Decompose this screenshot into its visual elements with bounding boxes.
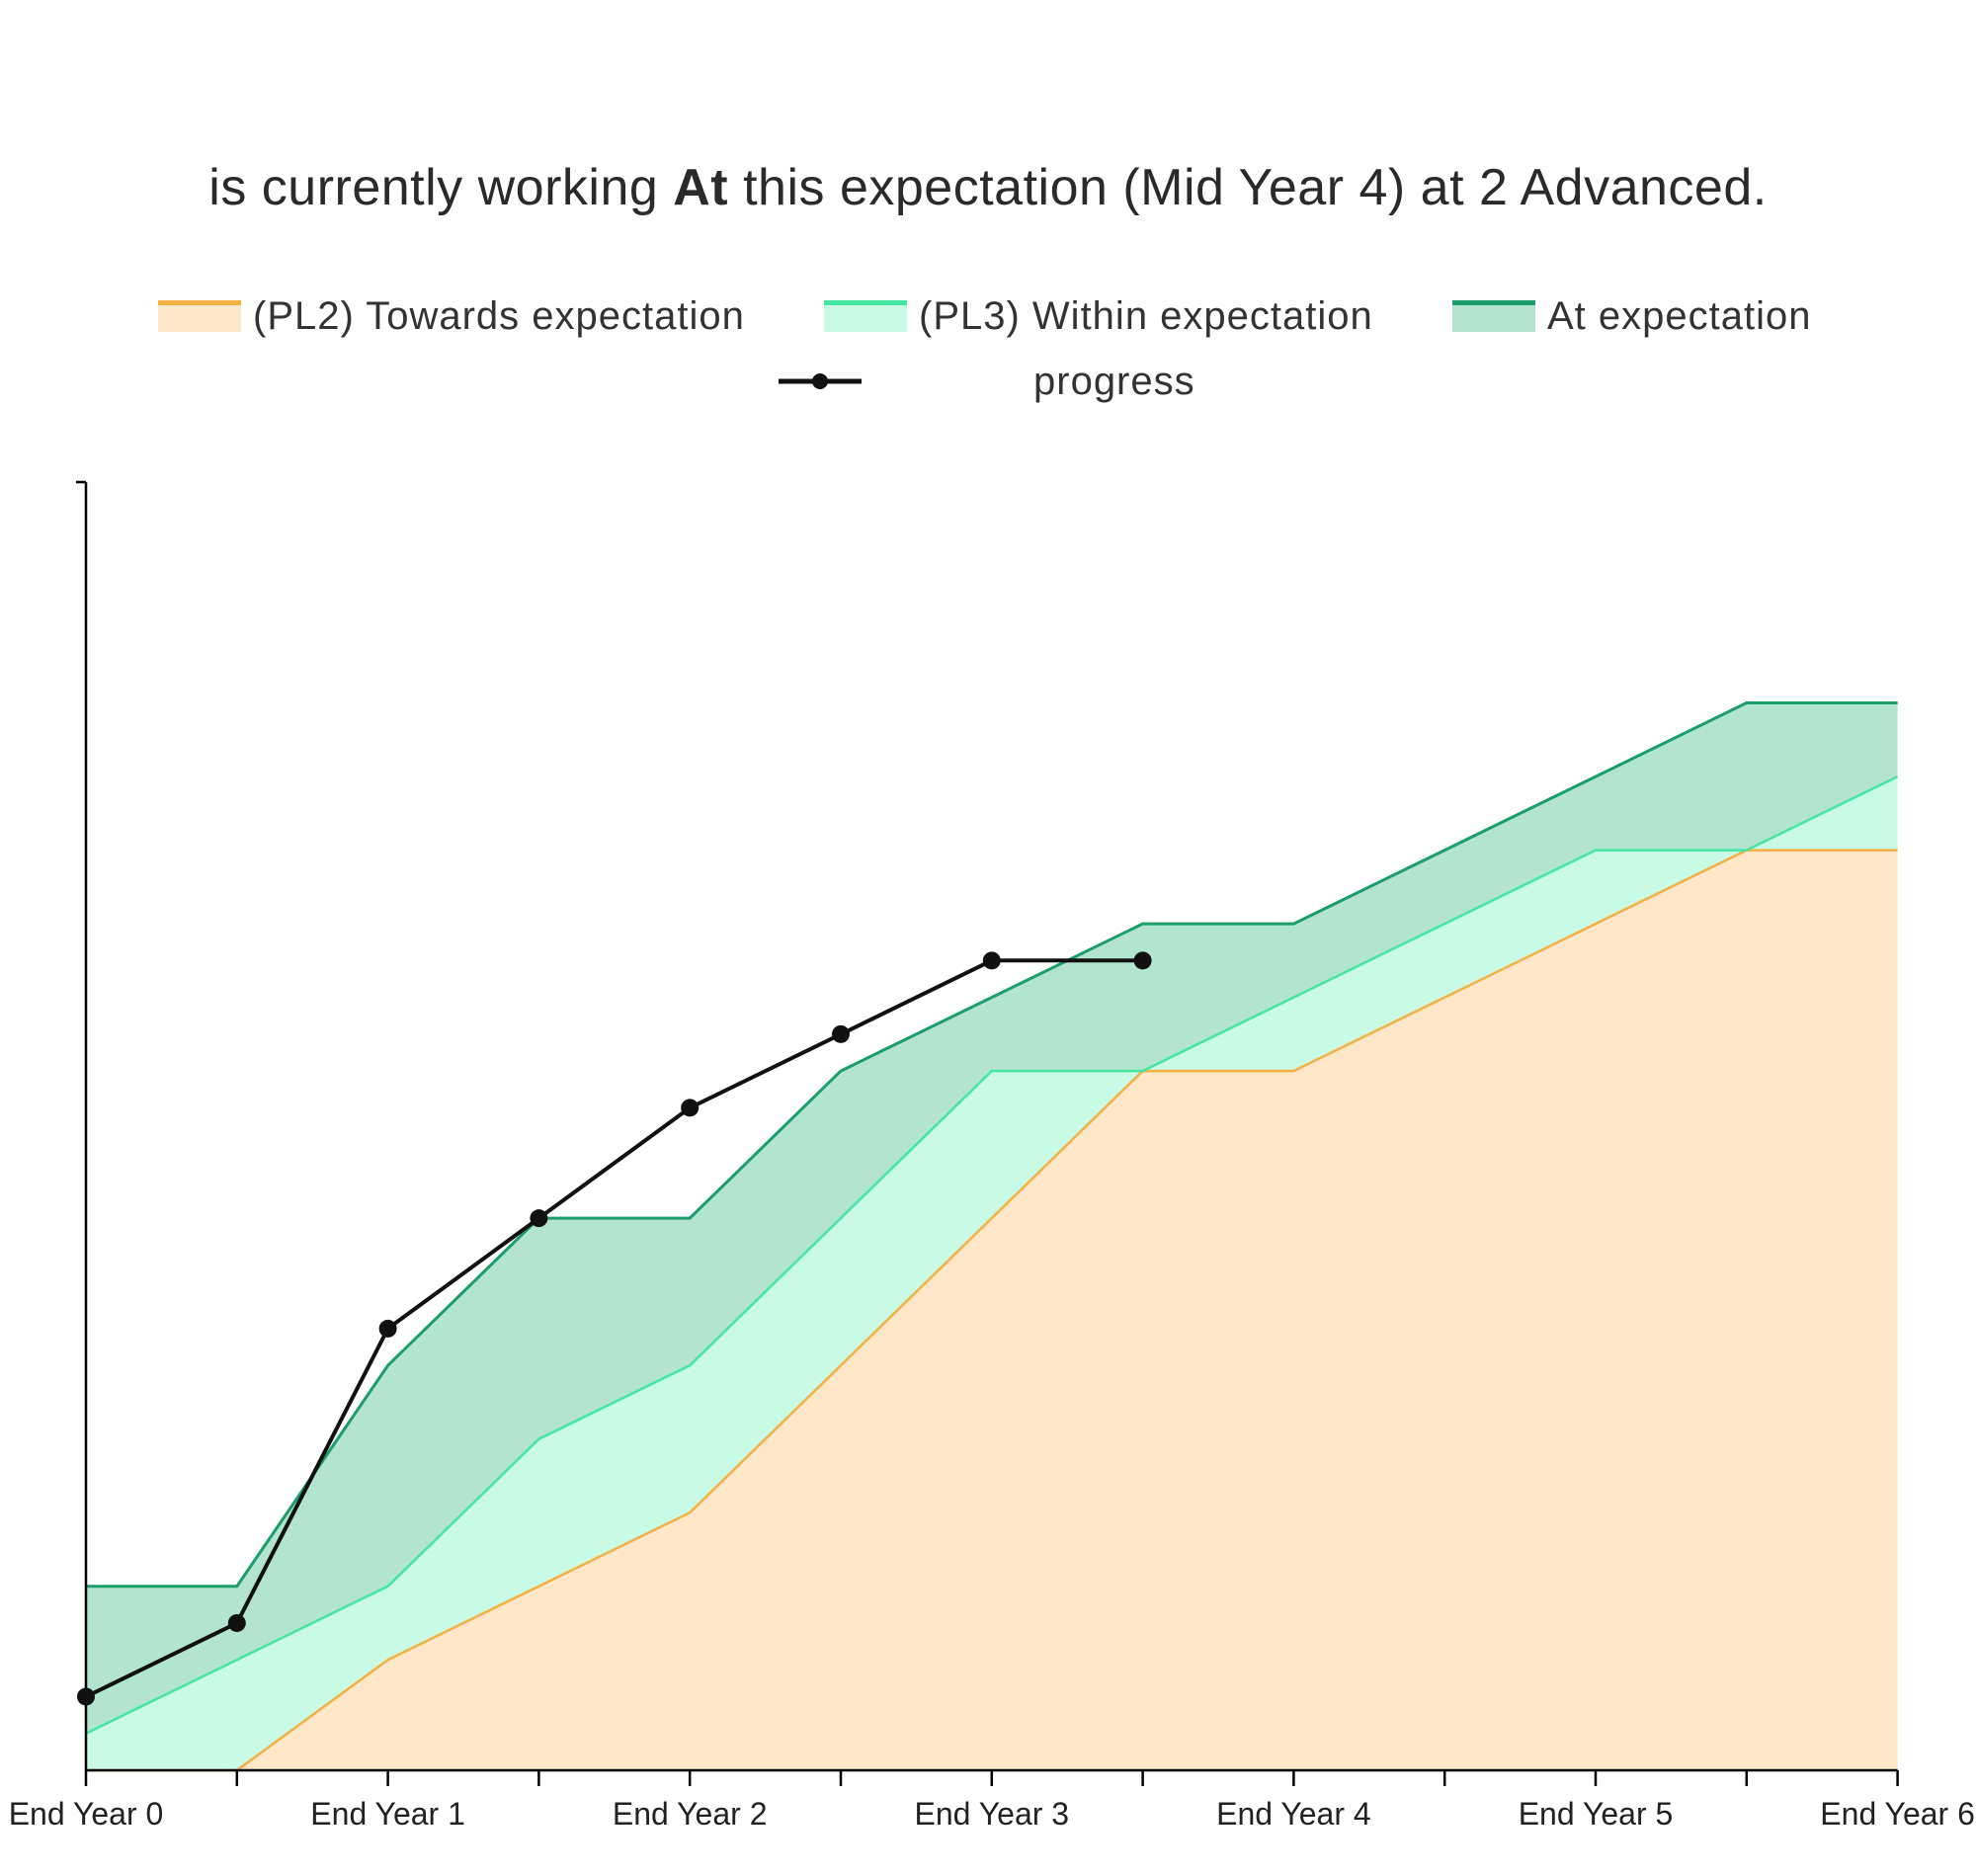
progress-point <box>832 1024 850 1043</box>
headline-prefix: is currently working <box>208 159 674 216</box>
area-within-expectation <box>86 776 1898 1770</box>
progress-point <box>378 1319 397 1338</box>
line-within-expectation <box>85 775 1899 1735</box>
x-tick-label: End Year 2 <box>613 1796 768 1832</box>
x-tick-label: End Year 5 <box>1519 1796 1674 1832</box>
progress-point <box>1133 951 1152 970</box>
legend-swatch-progress <box>779 373 862 389</box>
legend-label-towards: (PL2) Towards expectation <box>253 293 745 338</box>
progress-point <box>227 1613 246 1632</box>
progress-point <box>982 951 1001 970</box>
x-tick-label: End Year 3 <box>915 1796 1070 1832</box>
legend-item-at: At expectation <box>1452 292 1812 340</box>
headline-suffix: this expectation (Mid Year 4) at 2 Advan… <box>728 159 1768 216</box>
x-tick-label: End Year 0 <box>9 1796 164 1832</box>
area-at-expectation <box>86 702 1898 1734</box>
legend-swatch-within <box>824 300 907 332</box>
progress-point <box>681 1099 700 1117</box>
progress-point <box>77 1687 95 1706</box>
progress-line <box>85 958 1143 1699</box>
headline-bold-status: At <box>673 159 729 216</box>
legend-label-progress: progress <box>1033 359 1195 403</box>
x-tick-label: End Year 6 <box>1820 1796 1975 1832</box>
legend-label-at: At expectation <box>1547 293 1812 338</box>
legend-item-within: (PL3) Within expectation <box>824 292 1373 340</box>
legend-swatch-towards <box>158 300 241 332</box>
area-towards-expectation <box>86 850 1898 1770</box>
legend-item-progress: progress <box>1033 358 1195 405</box>
legend-label-within: (PL3) Within expectation <box>919 293 1373 338</box>
x-tick-label: End Year 1 <box>310 1796 465 1832</box>
legend-item-towards: (PL2) Towards expectation <box>158 292 745 340</box>
progress-point <box>530 1209 548 1228</box>
line-towards-expectation <box>86 849 1898 1772</box>
legend-swatch-at <box>1452 300 1535 332</box>
status-headline: is currently working At this expectation… <box>0 158 1976 217</box>
x-tick-label: End Year 4 <box>1216 1796 1371 1832</box>
line-at-expectation <box>86 701 1898 1589</box>
